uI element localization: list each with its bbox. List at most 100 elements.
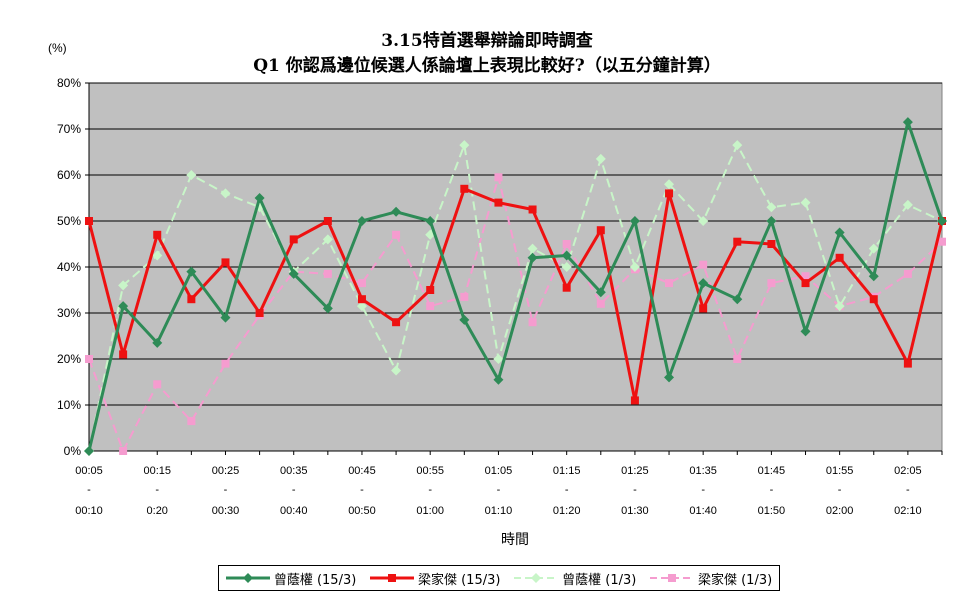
data-point-series-3 <box>187 417 196 426</box>
x-tick-label-end: 00:40 <box>280 505 308 517</box>
data-point-series-0 <box>698 278 709 289</box>
x-tick-label-end: 01:30 <box>621 505 649 517</box>
data-point-series-2 <box>493 354 504 364</box>
x-tick-separator: - <box>497 484 501 496</box>
x-tick-separator: - <box>906 484 910 496</box>
legend-marker-leong-1-3 <box>649 574 694 582</box>
x-tick-label-start: 01:15 <box>553 465 581 477</box>
x-tick-label-end: 01:50 <box>758 505 786 517</box>
data-point-series-0 <box>84 446 94 456</box>
legend-label-leong-1-3: 梁家傑 (1/3) <box>697 572 773 588</box>
data-point-series-3 <box>85 355 93 363</box>
data-point-series-3 <box>903 269 912 278</box>
data-point-series-0 <box>629 216 640 226</box>
data-point-series-3 <box>153 380 162 389</box>
data-point-series-3 <box>596 299 605 308</box>
series-line-0 <box>87 120 944 452</box>
data-point-series-1 <box>562 283 571 292</box>
data-point-series-2 <box>766 202 777 213</box>
data-point-series-1 <box>596 226 605 235</box>
legend: 曾蔭權 (15/3) 梁家傑 (15/3) 曾蔭權 (1/3) 梁家傑 (1/3… <box>218 565 780 591</box>
x-tick-label-end: 01:10 <box>485 505 513 517</box>
x-tick-label-start: 00:25 <box>212 465 240 477</box>
data-point-series-0 <box>152 337 163 348</box>
data-point-series-0 <box>527 252 538 263</box>
series-line-1 <box>87 187 944 402</box>
data-point-series-1 <box>903 359 912 368</box>
data-point-series-0 <box>459 314 470 325</box>
x-tick-label-end: 00:50 <box>348 505 376 517</box>
legend-item-tsang-1-3: 曾蔭權 (1/3) <box>514 569 636 588</box>
data-point-series-1 <box>323 217 332 225</box>
data-point-series-3 <box>528 318 537 327</box>
x-tick-label-start: 00:35 <box>280 465 308 477</box>
data-point-series-3 <box>357 279 366 288</box>
data-point-series-3 <box>323 269 332 278</box>
data-point-series-3 <box>392 230 401 239</box>
data-point-series-3 <box>938 237 946 246</box>
data-point-series-0 <box>595 287 606 298</box>
data-point-series-1 <box>187 295 196 304</box>
x-tick-label-end: 00:10 <box>75 505 103 517</box>
y-tick-label: 70% <box>57 122 81 136</box>
data-point-series-0 <box>937 216 947 226</box>
x-tick-separator: - <box>428 484 432 496</box>
data-point-series-1 <box>392 318 401 327</box>
data-point-series-2 <box>664 179 675 190</box>
data-point-series-1 <box>255 309 264 317</box>
x-tick-label-end: 02:10 <box>894 505 922 517</box>
data-point-series-0 <box>868 271 879 282</box>
data-point-series-0 <box>766 216 777 226</box>
legend-label-leong-15-3: 梁家傑 (15/3) <box>417 572 501 588</box>
data-point-series-0 <box>561 250 572 261</box>
data-point-series-1 <box>528 205 537 214</box>
series-line-3 <box>88 176 943 452</box>
data-point-series-2 <box>356 301 367 312</box>
x-tick-label-end: 01:00 <box>416 505 444 517</box>
data-point-series-2 <box>118 280 129 291</box>
y-tick-label: 50% <box>57 214 81 228</box>
data-point-series-2 <box>152 250 163 261</box>
x-tick-label-end: 02:00 <box>826 505 854 517</box>
legend-marker-tsang-15-3 <box>225 573 270 583</box>
y-tick-label: 60% <box>57 168 81 182</box>
data-point-series-1 <box>835 253 844 262</box>
x-tick-separator: - <box>224 484 228 496</box>
x-tick-label-start: 01:25 <box>621 465 649 477</box>
data-point-series-0 <box>800 326 811 337</box>
data-point-series-3 <box>665 279 674 288</box>
x-tick-separator: - <box>565 484 569 496</box>
data-point-series-0 <box>732 294 743 305</box>
data-point-series-1 <box>869 295 878 304</box>
x-tick-separator: - <box>87 484 91 496</box>
x-tick-separator: - <box>838 484 842 496</box>
chart-subtitle: Q1 你認爲邊位候選人係論壇上表現比較好?（以五分鐘計算） <box>253 56 721 76</box>
y-tick-label: 10% <box>57 398 81 412</box>
y-tick-label: 0% <box>64 444 82 458</box>
data-point-series-1 <box>665 189 674 198</box>
x-tick-label-start: 00:05 <box>75 465 103 477</box>
data-point-series-1 <box>767 240 776 248</box>
x-tick-separator: - <box>360 484 364 496</box>
x-tick-label-end: 01:40 <box>689 505 717 517</box>
x-tick-separator: - <box>633 484 637 496</box>
data-point-series-3 <box>119 447 128 455</box>
data-point-series-2 <box>220 188 231 199</box>
data-point-series-1 <box>801 279 810 288</box>
data-point-series-1 <box>289 235 298 244</box>
data-point-series-0 <box>254 193 265 203</box>
x-tick-label-start: 01:45 <box>758 465 786 477</box>
data-point-series-2 <box>902 199 913 210</box>
legend-label-tsang-1-3: 曾蔭權 (1/3) <box>562 572 637 588</box>
series-line-2 <box>88 144 943 452</box>
data-point-series-2 <box>459 140 470 151</box>
data-point-series-1 <box>733 237 742 246</box>
data-point-series-1 <box>153 230 162 239</box>
data-point-series-3 <box>767 279 776 288</box>
data-point-series-3 <box>221 359 230 368</box>
data-point-series-3 <box>801 272 810 281</box>
data-point-series-0 <box>902 117 913 128</box>
legend-item-tsang-15-3: 曾蔭權 (15/3) <box>225 569 356 588</box>
data-point-series-2 <box>629 262 640 272</box>
